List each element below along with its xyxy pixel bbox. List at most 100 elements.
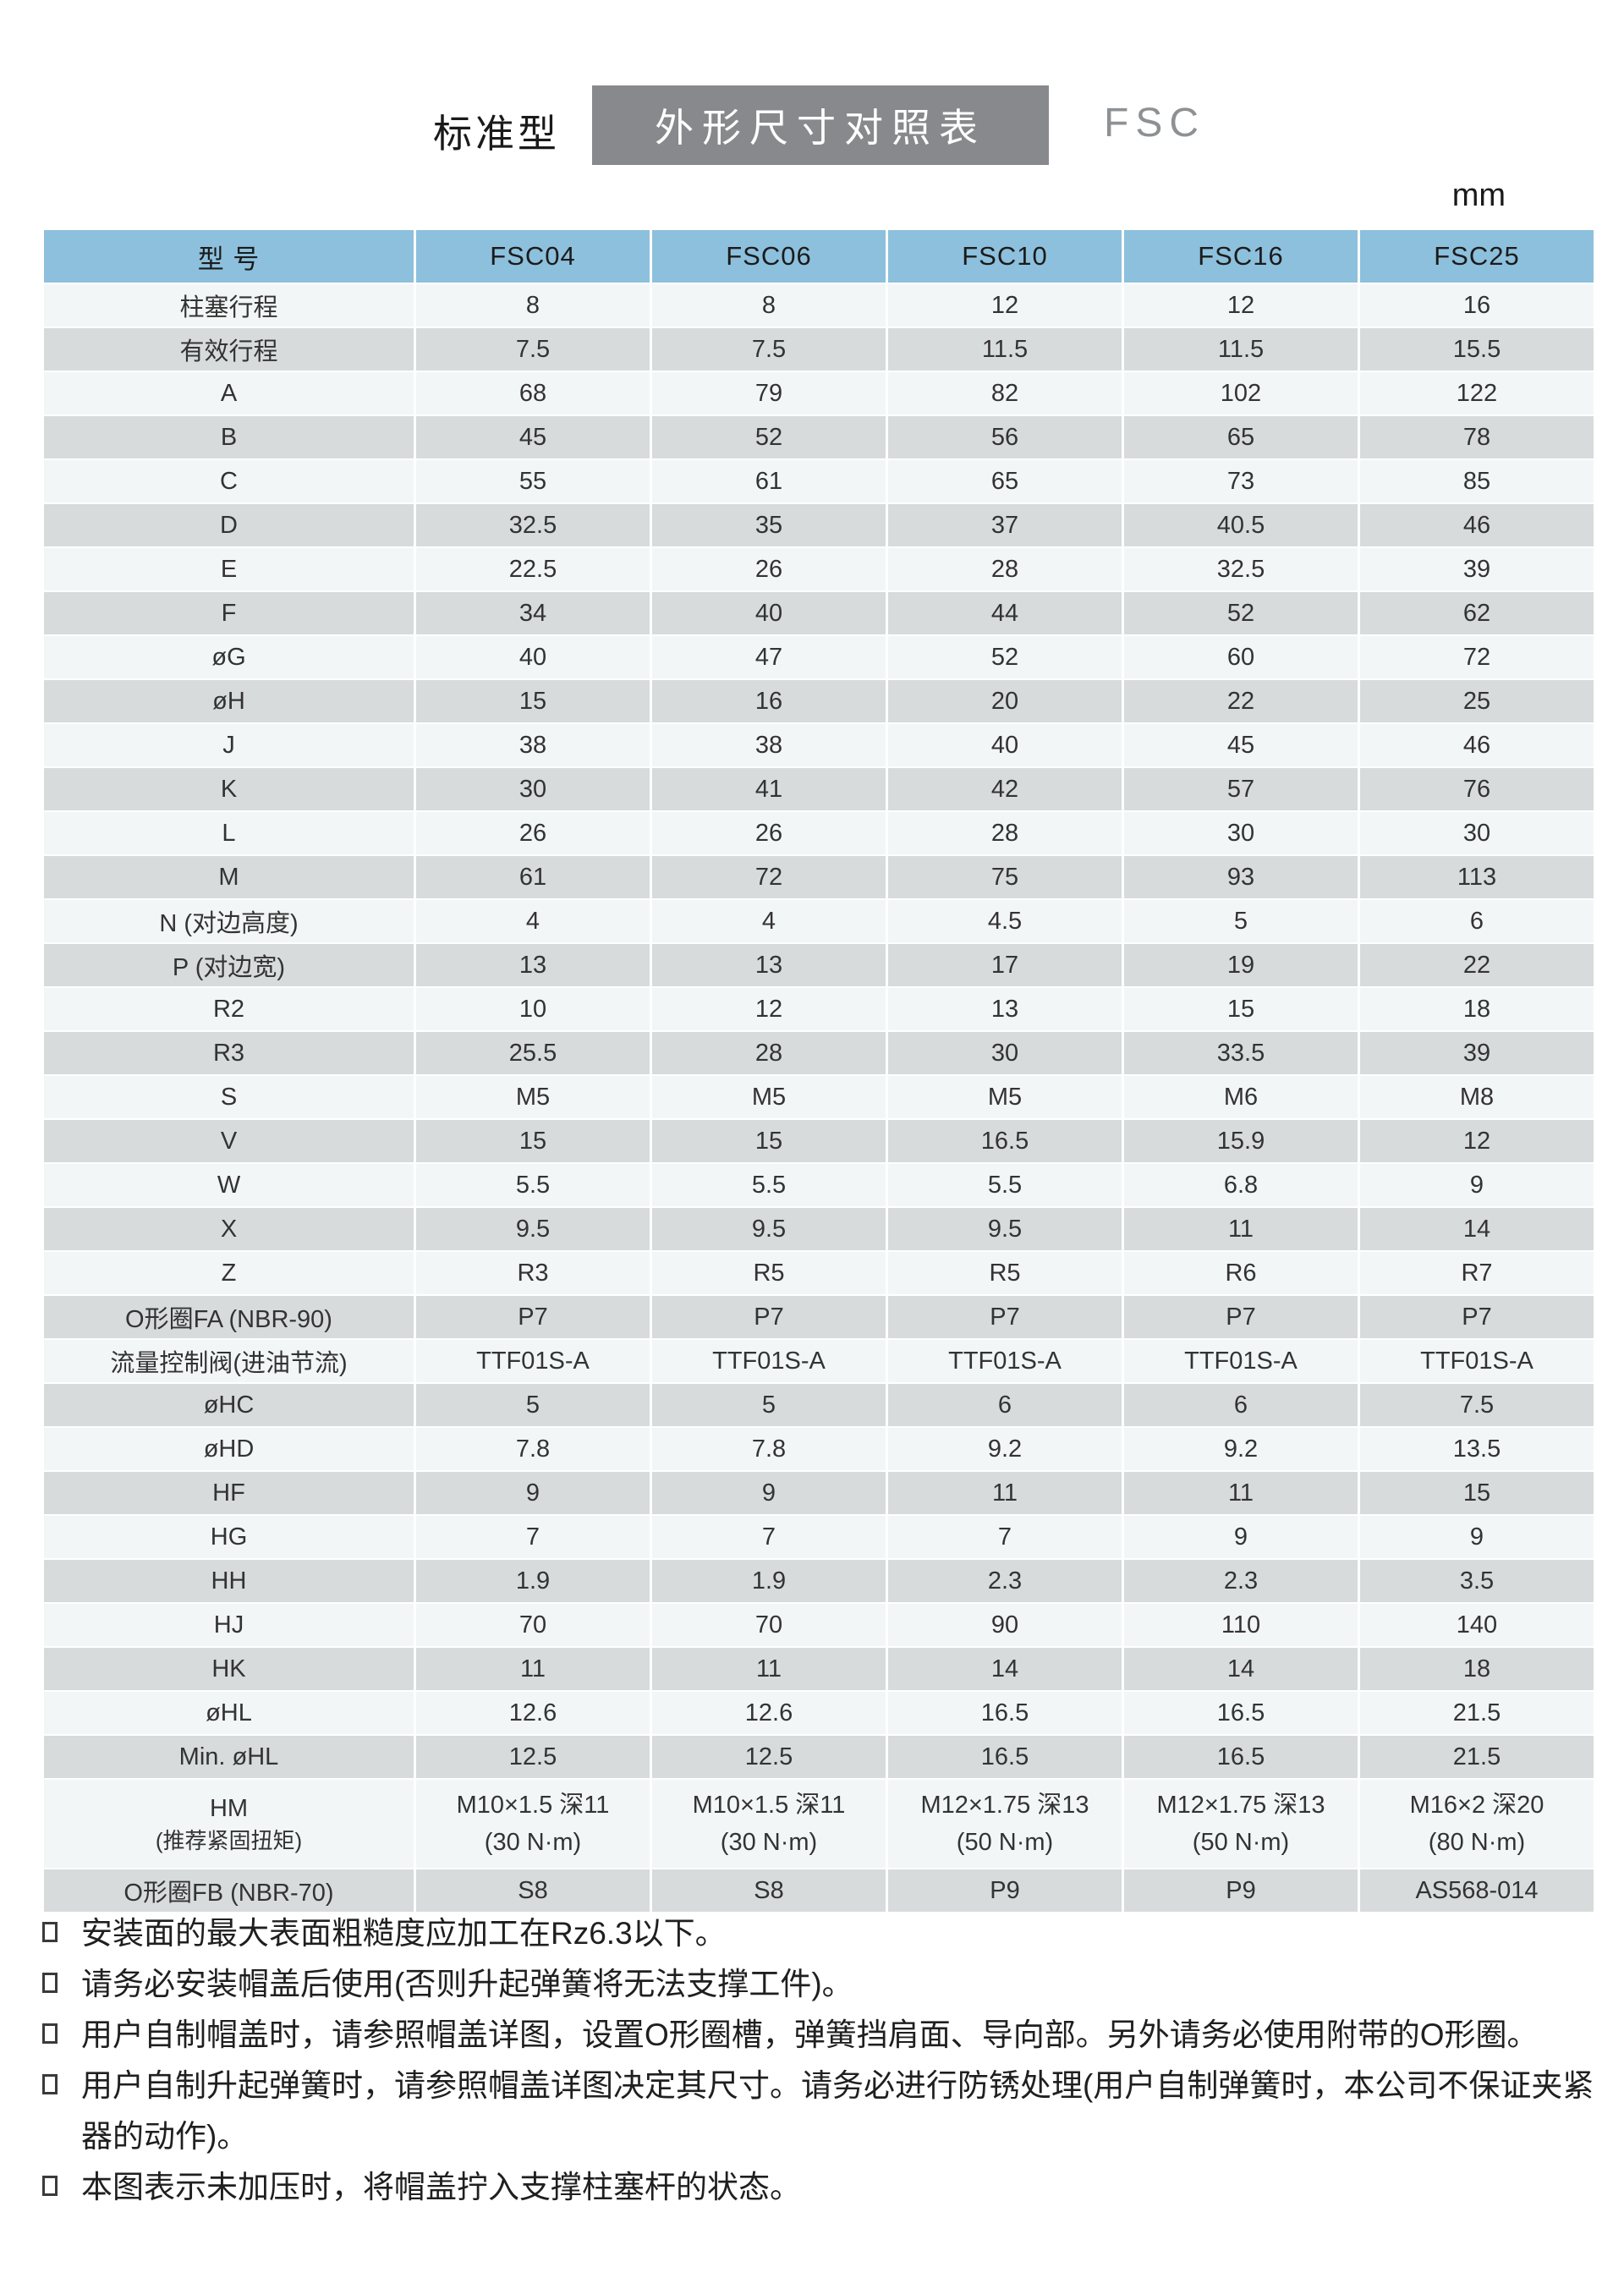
table-row: N (对边高度) 4 4 4.5 5 6 bbox=[41, 898, 1596, 944]
row-label: Z bbox=[41, 1250, 416, 1296]
row-label: N (对边高度) bbox=[41, 898, 416, 944]
row-label: 柱塞行程 bbox=[41, 283, 416, 328]
value-cell: 60 bbox=[1122, 634, 1360, 680]
value-cell: 122 bbox=[1358, 371, 1596, 416]
table-row: øH 15 16 20 22 25 bbox=[41, 678, 1596, 724]
value-cell: 18 bbox=[1358, 1646, 1596, 1692]
column-header: FSC16 bbox=[1122, 228, 1360, 284]
footnote: 请务必安装帽盖后使用(否则升起弹簧将无法支撑工件)。 bbox=[0, 1959, 1624, 2010]
value-cell: 7.5 bbox=[414, 327, 652, 372]
table-row: Min. øHL 12.5 12.5 16.5 16.5 21.5 bbox=[41, 1734, 1596, 1780]
value-cell: M5 bbox=[886, 1074, 1124, 1120]
value-cell: 7.8 bbox=[414, 1426, 652, 1472]
value-cell: 32.5 bbox=[1122, 546, 1360, 592]
footnote: 用户自制帽盖时，请参照帽盖详图，设置O形圈槽，弹簧挡肩面、导向部。另外请务必使用… bbox=[0, 2010, 1624, 2061]
value-cell: R5 bbox=[650, 1250, 888, 1296]
table-row: Z R3 R5 R5 R6 R7 bbox=[41, 1250, 1596, 1296]
value-cell: 19 bbox=[1122, 942, 1360, 988]
value-cell: 6 bbox=[886, 1382, 1124, 1428]
value-cell: 20 bbox=[886, 678, 1124, 724]
value-cell: 110 bbox=[1122, 1602, 1360, 1648]
value-cell: 13 bbox=[886, 986, 1124, 1032]
row-label: O形圈FB (NBR-70) bbox=[41, 1868, 416, 1913]
value-cell: 12.6 bbox=[650, 1690, 888, 1736]
table-row: X 9.5 9.5 9.5 11 14 bbox=[41, 1206, 1596, 1252]
value-cell: 16 bbox=[1358, 283, 1596, 328]
value-cell: 55 bbox=[414, 458, 652, 504]
value-cell: 41 bbox=[650, 766, 888, 812]
value-cell: R7 bbox=[1358, 1250, 1596, 1296]
value-cell: M6 bbox=[1122, 1074, 1360, 1120]
row-label: R3 bbox=[41, 1030, 416, 1076]
value-cell: 6 bbox=[1358, 898, 1596, 944]
value-cell: R3 bbox=[414, 1250, 652, 1296]
footnote-text: 请务必安装帽盖后使用(否则升起弹簧将无法支撑工件)。 bbox=[81, 1967, 853, 2001]
row-label: X bbox=[41, 1206, 416, 1252]
value-cell: 78 bbox=[1358, 414, 1596, 460]
table-row: 有效行程 7.5 7.5 11.5 11.5 15.5 bbox=[41, 327, 1596, 372]
table-row: K 30 41 42 57 76 bbox=[41, 766, 1596, 812]
value-cell: 52 bbox=[886, 634, 1124, 680]
footnote: 安装面的最大表面粗糙度应加工在Rz6.3以下。 bbox=[0, 1908, 1624, 1959]
table-row: R3 25.5 28 30 33.5 39 bbox=[41, 1030, 1596, 1076]
value-cell: TTF01S-A bbox=[1122, 1338, 1360, 1384]
value-cell: 10 bbox=[414, 986, 652, 1032]
value-cell: 6 bbox=[1122, 1382, 1360, 1428]
value-cell: 52 bbox=[1122, 590, 1360, 636]
value-cell: 11.5 bbox=[886, 327, 1124, 372]
value-cell: 45 bbox=[1122, 722, 1360, 768]
column-header: FSC04 bbox=[414, 228, 652, 284]
value-cell: 15.9 bbox=[1122, 1118, 1360, 1164]
value-cell: 8 bbox=[650, 283, 888, 328]
value-cell: 30 bbox=[414, 766, 652, 812]
column-header: FSC10 bbox=[886, 228, 1124, 284]
value-cell: 16.5 bbox=[886, 1118, 1124, 1164]
value-cell: 11 bbox=[886, 1470, 1124, 1516]
value-cell: M10×1.5 深11 (30 N·m) bbox=[650, 1778, 888, 1869]
value-cell: TTF01S-A bbox=[886, 1338, 1124, 1384]
value-cell: 47 bbox=[650, 634, 888, 680]
value-cell: 14 bbox=[1358, 1206, 1596, 1252]
value-cell: 61 bbox=[650, 458, 888, 504]
column-header-row: 型 号 FSC04 FSC06 FSC10 FSC16 FSC25 bbox=[41, 228, 1596, 284]
value-cell: M8 bbox=[1358, 1074, 1596, 1120]
value-cell: 16 bbox=[650, 678, 888, 724]
table-row: P (对边宽) 13 13 17 19 22 bbox=[41, 942, 1596, 988]
row-label: J bbox=[41, 722, 416, 768]
value-cell: 65 bbox=[886, 458, 1124, 504]
page-title-box: 外形尺寸对照表 bbox=[592, 85, 1049, 165]
table-row: 流量控制阀(进油节流) TTF01S-A TTF01S-A TTF01S-A TTF01… bbox=[41, 1338, 1596, 1384]
table-row: F 34 40 44 52 62 bbox=[41, 590, 1596, 636]
value-cell: 7 bbox=[414, 1514, 652, 1560]
table-row: S M5 M5 M5 M6 M8 bbox=[41, 1074, 1596, 1120]
square-bullet-icon bbox=[42, 1973, 58, 1993]
value-cell: 15.5 bbox=[1358, 327, 1596, 372]
value-cell: 17 bbox=[886, 942, 1124, 988]
value-cell: 12.6 bbox=[414, 1690, 652, 1736]
value-cell: 76 bbox=[1358, 766, 1596, 812]
value-cell: 14 bbox=[1122, 1646, 1360, 1692]
value-cell: 39 bbox=[1358, 1030, 1596, 1076]
value-cell: 79 bbox=[650, 371, 888, 416]
column-header: FSC06 bbox=[650, 228, 888, 284]
value-cell: 13.5 bbox=[1358, 1426, 1596, 1472]
square-bullet-icon bbox=[42, 2176, 58, 2196]
footnote-text: 安装面的最大表面粗糙度应加工在Rz6.3以下。 bbox=[81, 1916, 727, 1951]
value-cell: 72 bbox=[1358, 634, 1596, 680]
row-label: øG bbox=[41, 634, 416, 680]
table-row: 柱塞行程 8 8 12 12 16 bbox=[41, 283, 1596, 328]
value-cell: 16.5 bbox=[1122, 1734, 1360, 1780]
value-cell: 22 bbox=[1358, 942, 1596, 988]
value-cell: 11.5 bbox=[1122, 327, 1360, 372]
table-row: øHL 12.6 12.6 16.5 16.5 21.5 bbox=[41, 1690, 1596, 1736]
value-cell: 4.5 bbox=[886, 898, 1124, 944]
value-cell: 40.5 bbox=[1122, 502, 1360, 548]
value-cell: 90 bbox=[886, 1602, 1124, 1648]
row-label: HM (推荐紧固扭矩) bbox=[41, 1778, 416, 1869]
value-cell: 9 bbox=[650, 1470, 888, 1516]
value-cell: R5 bbox=[886, 1250, 1124, 1296]
model-column-header: 型 号 bbox=[41, 228, 416, 284]
value-cell: TTF01S-A bbox=[414, 1338, 652, 1384]
value-cell: P7 bbox=[414, 1294, 652, 1340]
square-bullet-icon bbox=[42, 2023, 58, 2044]
